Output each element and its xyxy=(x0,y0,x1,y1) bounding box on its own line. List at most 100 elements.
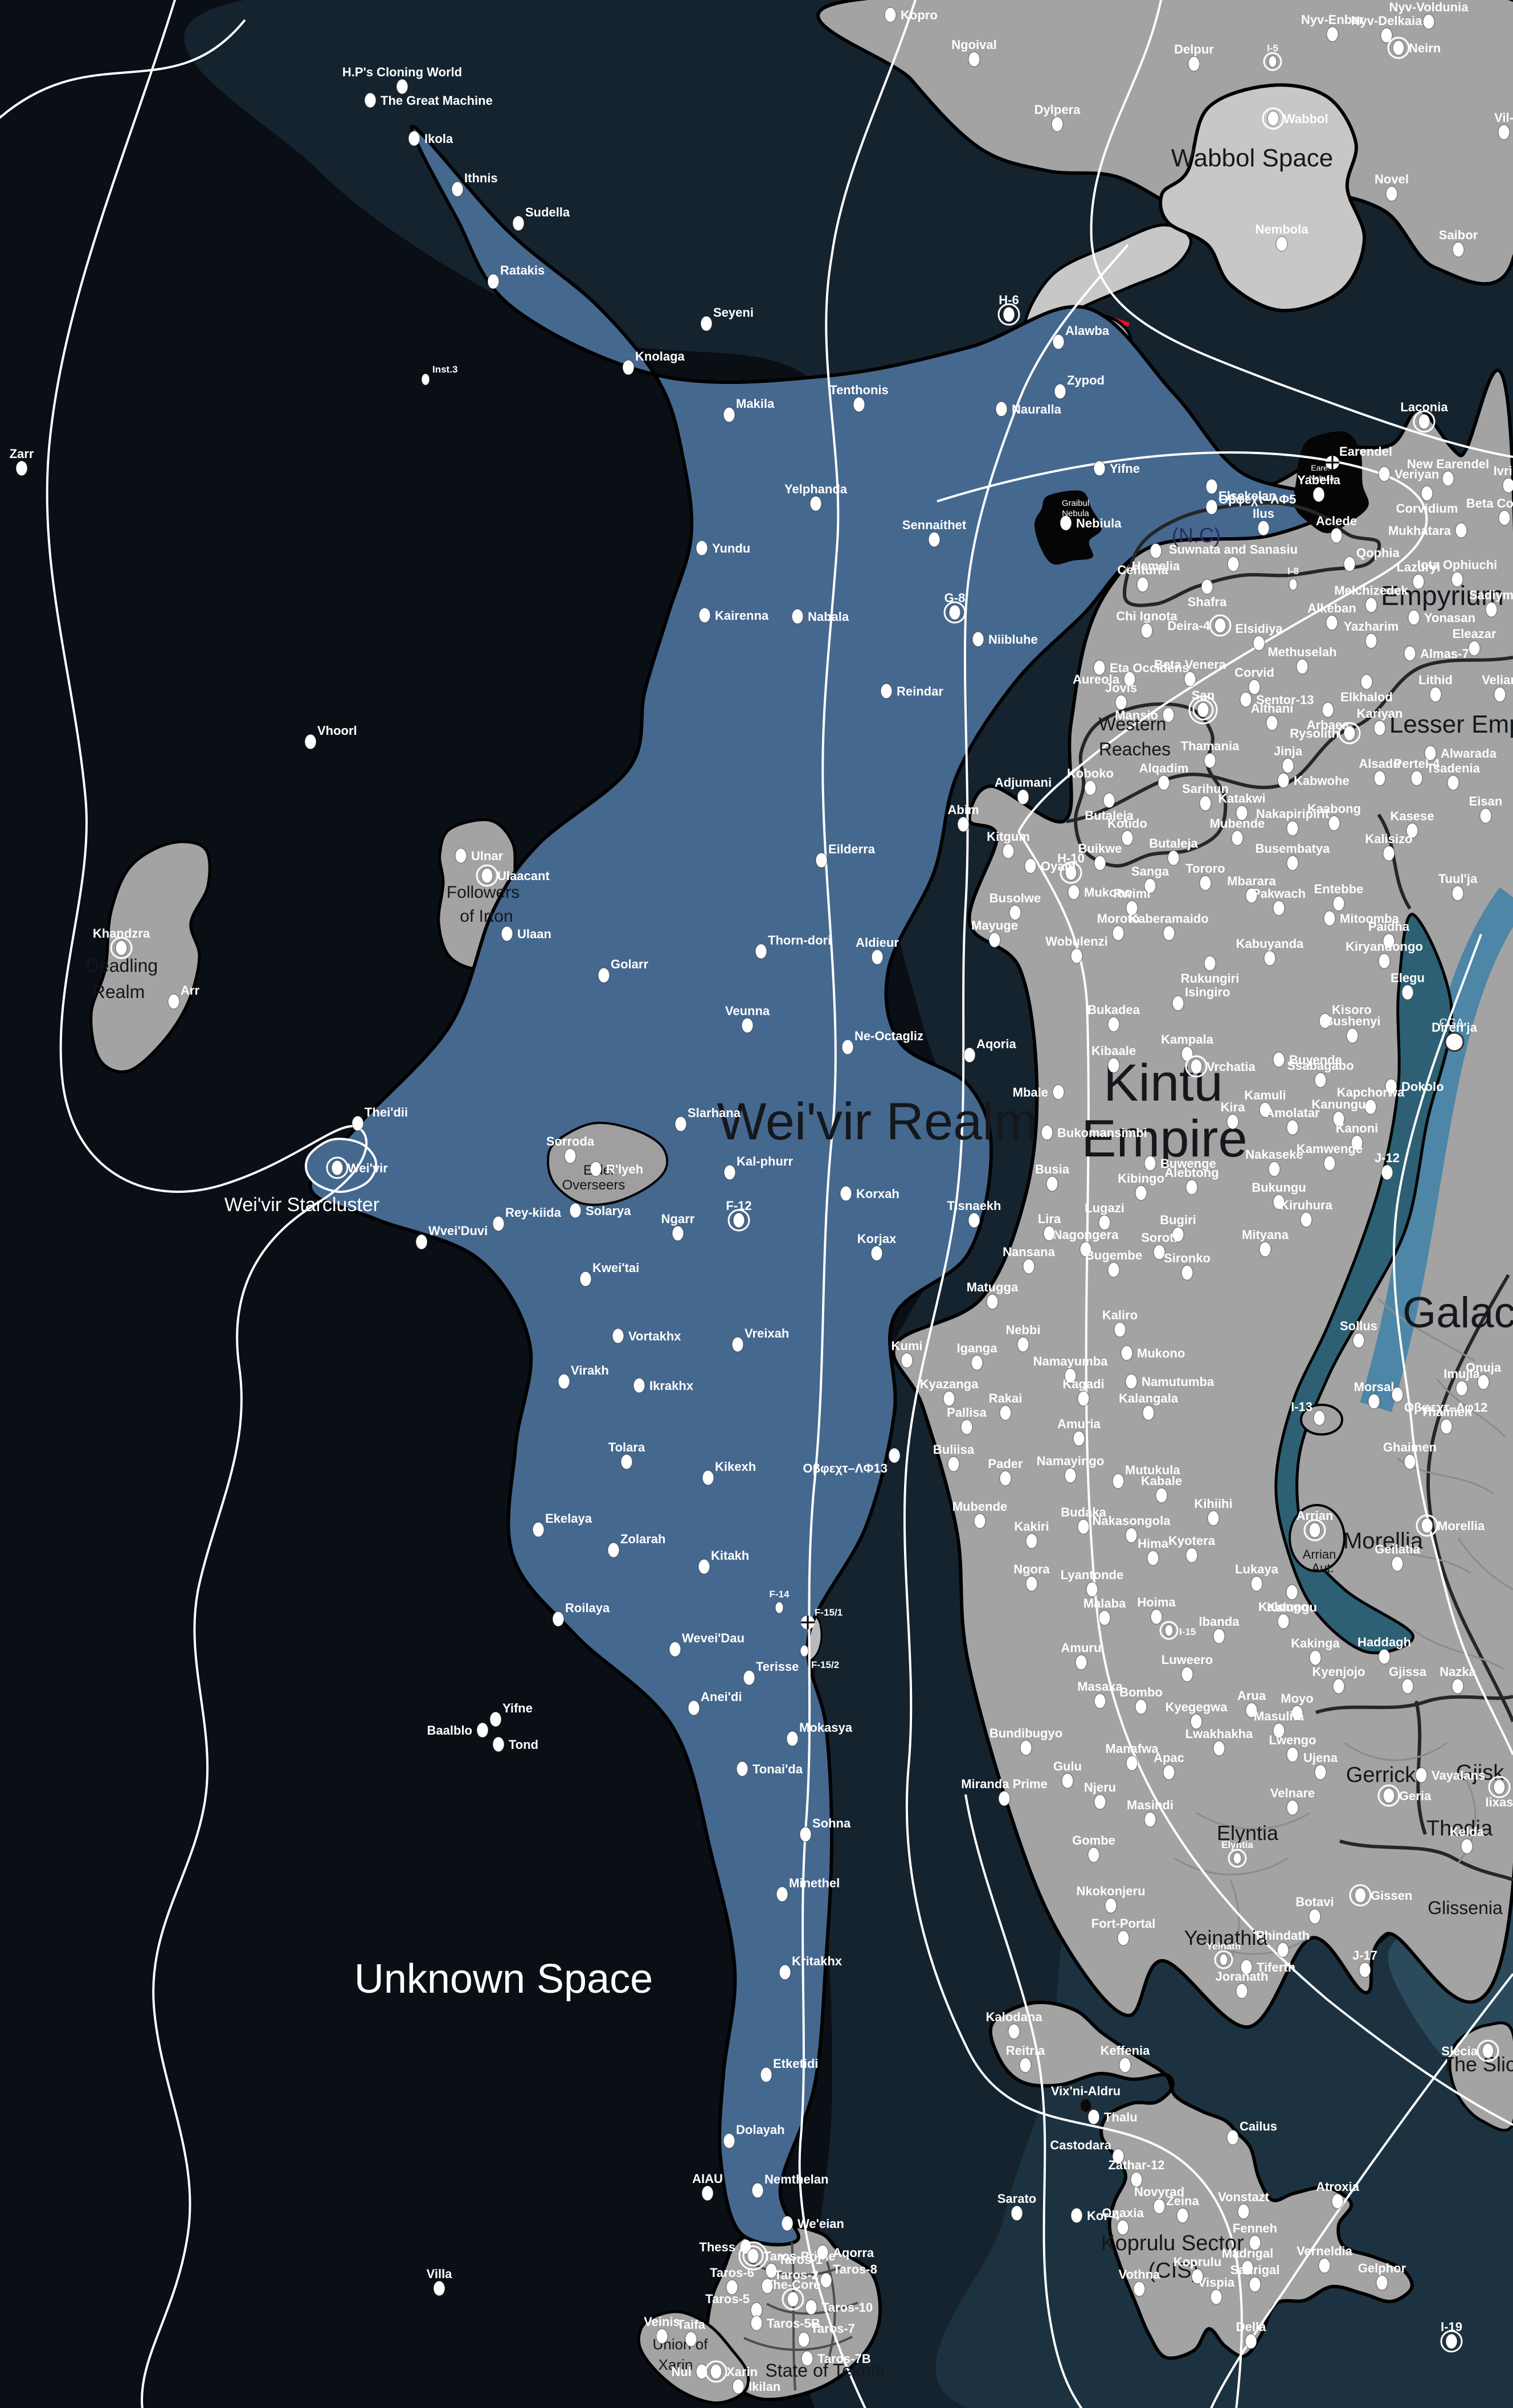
system-label: Kampala xyxy=(1161,1032,1213,1046)
system-morsal: Morsal xyxy=(1354,1380,1394,1409)
system-isingiro: Isingiro xyxy=(1172,985,1230,1011)
system-label: Taros-6 xyxy=(710,2266,754,2280)
system-label: Saibor xyxy=(1439,228,1478,242)
system-dot xyxy=(1054,383,1066,399)
system-san: San xyxy=(1188,688,1218,725)
system-label: Kopro xyxy=(901,8,938,22)
system-label: Sarato xyxy=(997,2192,1036,2206)
system-ne-octagliz: Ne-Octagliz xyxy=(841,1029,923,1055)
system-yifne: Yifne xyxy=(489,1701,533,1727)
system-label: Tsadenia xyxy=(1426,761,1481,775)
system-label: Cailus xyxy=(1240,2119,1277,2133)
system-beta-venera: Beta Venera xyxy=(1154,657,1226,687)
system-label: Nansana xyxy=(1003,1245,1055,1259)
system-label: Kiryandongo xyxy=(1346,939,1423,954)
system-nauralla: Nauralla xyxy=(995,401,1062,417)
system-label: Seyeni xyxy=(713,305,754,320)
system-dot xyxy=(884,7,897,23)
system-entebbe: Entebbe xyxy=(1314,882,1363,911)
system-label: Veriyan xyxy=(1395,467,1439,481)
system-ring xyxy=(705,2360,727,2383)
system-diren-ja: Diren'ja xyxy=(1432,1020,1478,1052)
system-ring xyxy=(1413,410,1436,433)
system-dot xyxy=(809,496,822,512)
system-label: Velian xyxy=(1482,673,1513,687)
system-dot xyxy=(741,1017,754,1033)
system-ring xyxy=(476,864,498,887)
region-label-yeinathia: Yeinathia xyxy=(1184,1926,1269,1949)
system-label: Kalodana xyxy=(986,2010,1042,2024)
system-dot xyxy=(1245,2333,1257,2349)
region-label-gerrick: Gerrick xyxy=(1346,1763,1416,1787)
system-label: Kalungu xyxy=(1267,1600,1317,1614)
system-label: J-12 xyxy=(1375,1151,1400,1165)
system-label: Kotido xyxy=(1107,816,1147,831)
system-mityana: Mityana xyxy=(1242,1228,1289,1257)
system-label: Castodara xyxy=(1050,2138,1111,2152)
system-kal-phurr: Kal-phurr xyxy=(723,1154,793,1180)
system-tiferth: Tiferth xyxy=(1240,1959,1295,1975)
system-dot xyxy=(1204,753,1216,768)
system-rakai: Rakai xyxy=(989,1391,1022,1421)
system-i-5: I-5 xyxy=(1263,43,1282,71)
system-kritakhx: Kritakhx xyxy=(779,1954,843,1980)
system-morellia: Morellia xyxy=(1416,1514,1485,1537)
system-eisan: Eisan xyxy=(1469,794,1502,824)
system-qophia: Qophia xyxy=(1343,546,1400,572)
system-masaka: Masaka xyxy=(1077,1679,1123,1709)
system-inst-3: Inst.3 xyxy=(421,364,457,386)
system-novyrad: Novyrad xyxy=(1134,2185,1184,2214)
system-label: Sarihun xyxy=(1182,782,1229,796)
system-dot xyxy=(974,1513,986,1529)
system-eleazar: Eleazar xyxy=(1452,627,1496,656)
system-dot xyxy=(558,1373,570,1389)
system-ring xyxy=(1209,614,1232,637)
system-mukhatara: Mukhatara xyxy=(1388,522,1467,538)
system-dot xyxy=(1025,1576,1038,1592)
region-label-overseers: Overseers xyxy=(562,1178,625,1193)
system-nul: Nul xyxy=(672,2364,708,2380)
system-label: Taros-5B xyxy=(767,2316,820,2331)
system-taros-5b: Taros-5B xyxy=(750,2315,820,2331)
system-label: Kabwohe xyxy=(1294,774,1350,788)
system-dot xyxy=(1185,1179,1198,1195)
system-nazka: Nazka xyxy=(1440,1665,1477,1694)
region-label-reaches: Reaches xyxy=(1099,739,1171,759)
system-ujena: Ujena xyxy=(1303,1751,1338,1780)
system-label: Mokasya xyxy=(799,1720,853,1735)
system-ring xyxy=(943,601,966,624)
system-golarr: Golarr xyxy=(598,957,648,983)
system-nyv-enbar: Nyv-Enbar xyxy=(1301,13,1364,42)
system-label: Gulu xyxy=(1053,1759,1082,1773)
system-label: Sudella xyxy=(525,205,570,219)
system-label: F-15/2 xyxy=(811,1659,839,1670)
system-koboko: Koboko xyxy=(1067,766,1114,796)
system-label: Kapchorwa xyxy=(1337,1085,1405,1099)
system-lukaya: Lukaya xyxy=(1235,1562,1279,1592)
system-koprulu: Koprulu xyxy=(1173,2255,1221,2284)
system-label: I-15 xyxy=(1179,1626,1196,1637)
system-star-cross xyxy=(1326,456,1339,469)
system-label: Wobulenzi xyxy=(1045,934,1108,949)
system-dot xyxy=(1140,623,1153,639)
system-dot xyxy=(1041,1125,1053,1140)
system-label: Nemthelan xyxy=(764,2172,828,2186)
system-label: Onuja xyxy=(1466,1360,1502,1375)
system-xarin: Xarin xyxy=(705,2360,758,2383)
system-jinja: Jinja xyxy=(1274,744,1303,774)
system-dot xyxy=(986,1294,999,1310)
system-label: Kibingo xyxy=(1118,1171,1164,1185)
system-dot xyxy=(1331,2193,1344,2209)
region-label-state-of-teknis: State of Teknis xyxy=(765,2360,884,2381)
system-label: Kaliro xyxy=(1102,1308,1138,1322)
system-label: Soroti xyxy=(1141,1230,1177,1245)
system-dot xyxy=(1429,686,1442,702)
system-sanga: Sanga xyxy=(1131,864,1169,894)
system-nembola: Nembola xyxy=(1256,222,1308,252)
system-lithid: Lithid xyxy=(1418,673,1453,702)
system-namayingo: Namayingo xyxy=(1037,1454,1104,1483)
system-zeina: Zeina xyxy=(1166,2194,1199,2223)
region-label-realm: Realm xyxy=(92,982,145,1002)
system-label: Amuria xyxy=(1057,1417,1101,1431)
system-label: Arua xyxy=(1237,1689,1266,1703)
